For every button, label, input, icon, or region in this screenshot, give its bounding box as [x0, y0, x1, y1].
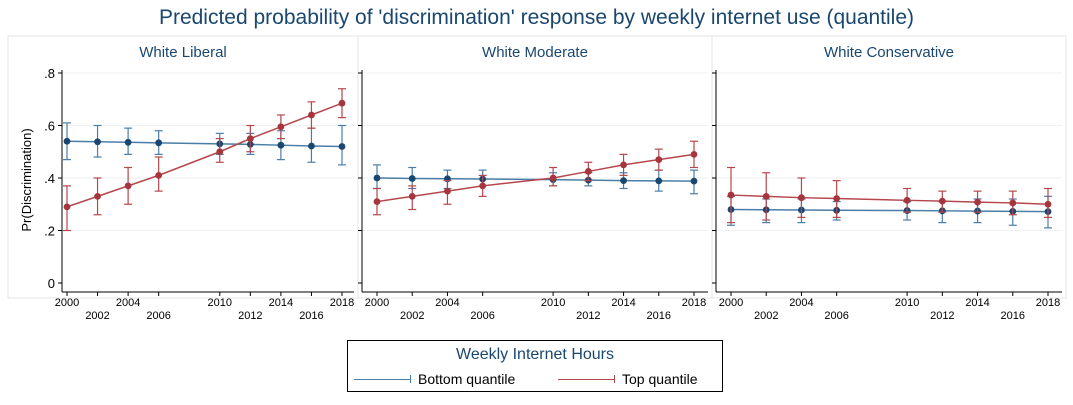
x-tick-label: 2000 — [719, 297, 743, 309]
data-point-top-quantile — [479, 182, 487, 190]
x-tick-label: 2010 — [895, 297, 919, 309]
x-tick-label: 2014 — [965, 297, 989, 309]
data-point-top-quantile — [798, 194, 805, 202]
data-point-top-quantile — [974, 198, 981, 206]
data-point-bottom-quantile — [338, 143, 346, 150]
data-point-top-quantile — [1044, 200, 1052, 208]
x-tick-label: 2004 — [789, 297, 813, 309]
x-tick-label: 2000 — [55, 297, 79, 309]
legend-label-top-quantile: Top quantile — [622, 371, 698, 387]
x-tick-label: 2006 — [470, 310, 494, 322]
data-point-top-quantile — [63, 203, 71, 211]
data-point-bottom-quantile — [124, 138, 132, 146]
y-tick-label: .2 — [44, 224, 55, 239]
x-tick-label: 2000 — [365, 297, 389, 309]
data-point-top-quantile — [690, 150, 698, 158]
data-point-top-quantile — [762, 192, 770, 200]
legend-label-bottom-quantile: Bottom quantile — [418, 371, 516, 387]
x-tick-label: 2012 — [576, 310, 600, 322]
x-tick-label: 2010 — [208, 297, 232, 309]
data-point-top-quantile — [338, 99, 346, 107]
legend-item-bottom-quantile: Bottom quantile — [354, 371, 544, 389]
data-point-bottom-quantile — [408, 175, 416, 182]
data-point-top-quantile — [655, 156, 663, 164]
data-point-top-quantile — [584, 168, 592, 175]
data-point-top-quantile — [277, 123, 285, 131]
x-tick-label: 2002 — [85, 310, 109, 322]
y-axis-label: Pr(Discrimination) — [19, 128, 34, 231]
x-tick-label: 2004 — [435, 297, 459, 309]
y-tick-label: .4 — [44, 171, 55, 186]
x-tick-label: 2004 — [116, 297, 140, 309]
data-point-bottom-quantile — [373, 174, 381, 182]
data-point-top-quantile — [620, 161, 627, 169]
data-point-bottom-quantile — [655, 177, 663, 185]
series-line-top-quantile — [66, 102, 343, 208]
x-tick-label: 2018 — [330, 297, 354, 309]
x-tick-label: 2002 — [754, 310, 778, 322]
legend-item-top-quantile: Top quantile — [558, 371, 718, 389]
panel-header — [9, 37, 357, 64]
data-point-top-quantile — [938, 197, 946, 205]
x-tick-label: 2014 — [611, 297, 635, 309]
data-point-bottom-quantile — [94, 138, 101, 146]
x-tick-label: 2002 — [400, 310, 424, 322]
legend-swatch-top-quantile — [558, 375, 615, 383]
legend-title: Weekly Internet Hours — [456, 346, 614, 363]
series-line-bottom-quantile — [730, 208, 1049, 213]
data-point-top-quantile — [94, 192, 101, 200]
chart-svg: Pr(Discrimination) White Liberal 0 .2 .4 .6 .8… — [7, 35, 1067, 322]
panel-frame — [711, 35, 1067, 299]
x-tick-label: 2010 — [541, 297, 565, 309]
panel-frame — [7, 35, 359, 299]
series-line-bottom-quantile — [66, 140, 343, 148]
y-tick-label: 0 — [48, 276, 55, 291]
data-point-top-quantile — [1009, 199, 1017, 207]
series-line-top-quantile — [730, 194, 1049, 205]
panel-title: White Moderate — [482, 44, 588, 61]
data-point-bottom-quantile — [690, 177, 698, 185]
x-tick-label: 2006 — [824, 310, 848, 322]
data-point-top-quantile — [727, 191, 735, 199]
data-point-bottom-quantile — [620, 177, 627, 185]
x-tick-label: 2012 — [930, 310, 954, 322]
legend-swatch-bottom-quantile — [354, 375, 411, 383]
data-point-top-quantile — [373, 198, 381, 206]
x-tick-label: 2016 — [299, 310, 323, 322]
y-tick-label: .6 — [44, 119, 55, 134]
data-point-top-quantile — [408, 192, 416, 200]
data-point-top-quantile — [444, 187, 451, 195]
data-point-top-quantile — [124, 182, 132, 190]
panel-header — [359, 37, 711, 64]
data-point-bottom-quantile — [277, 141, 285, 149]
data-point-top-quantile — [903, 196, 911, 204]
data-point-bottom-quantile — [155, 139, 163, 147]
data-point-top-quantile — [833, 195, 841, 202]
data-point-bottom-quantile — [63, 137, 71, 145]
chart-title: Predicted probability of 'discrimination… — [158, 6, 915, 29]
x-tick-label: 2006 — [146, 310, 170, 322]
data-point-top-quantile — [308, 111, 315, 119]
panel-title: White Liberal — [139, 44, 227, 61]
x-tick-label: 2018 — [682, 297, 706, 309]
x-tick-label: 2016 — [1001, 310, 1025, 322]
x-tick-label: 2018 — [1036, 297, 1060, 309]
panel-header — [713, 37, 1065, 64]
y-tick-label: .8 — [44, 66, 55, 81]
x-tick-label: 2012 — [238, 310, 262, 322]
x-tick-label: 2014 — [269, 297, 293, 309]
data-point-top-quantile — [246, 135, 254, 143]
legend: Weekly Internet Hours Bottom quantile To… — [347, 340, 723, 392]
data-point-bottom-quantile — [308, 142, 315, 150]
data-point-top-quantile — [155, 171, 163, 179]
panel-title: White Conservative — [824, 44, 954, 61]
x-tick-label: 2016 — [647, 310, 671, 322]
data-point-top-quantile — [216, 148, 224, 156]
data-point-top-quantile — [549, 174, 557, 182]
